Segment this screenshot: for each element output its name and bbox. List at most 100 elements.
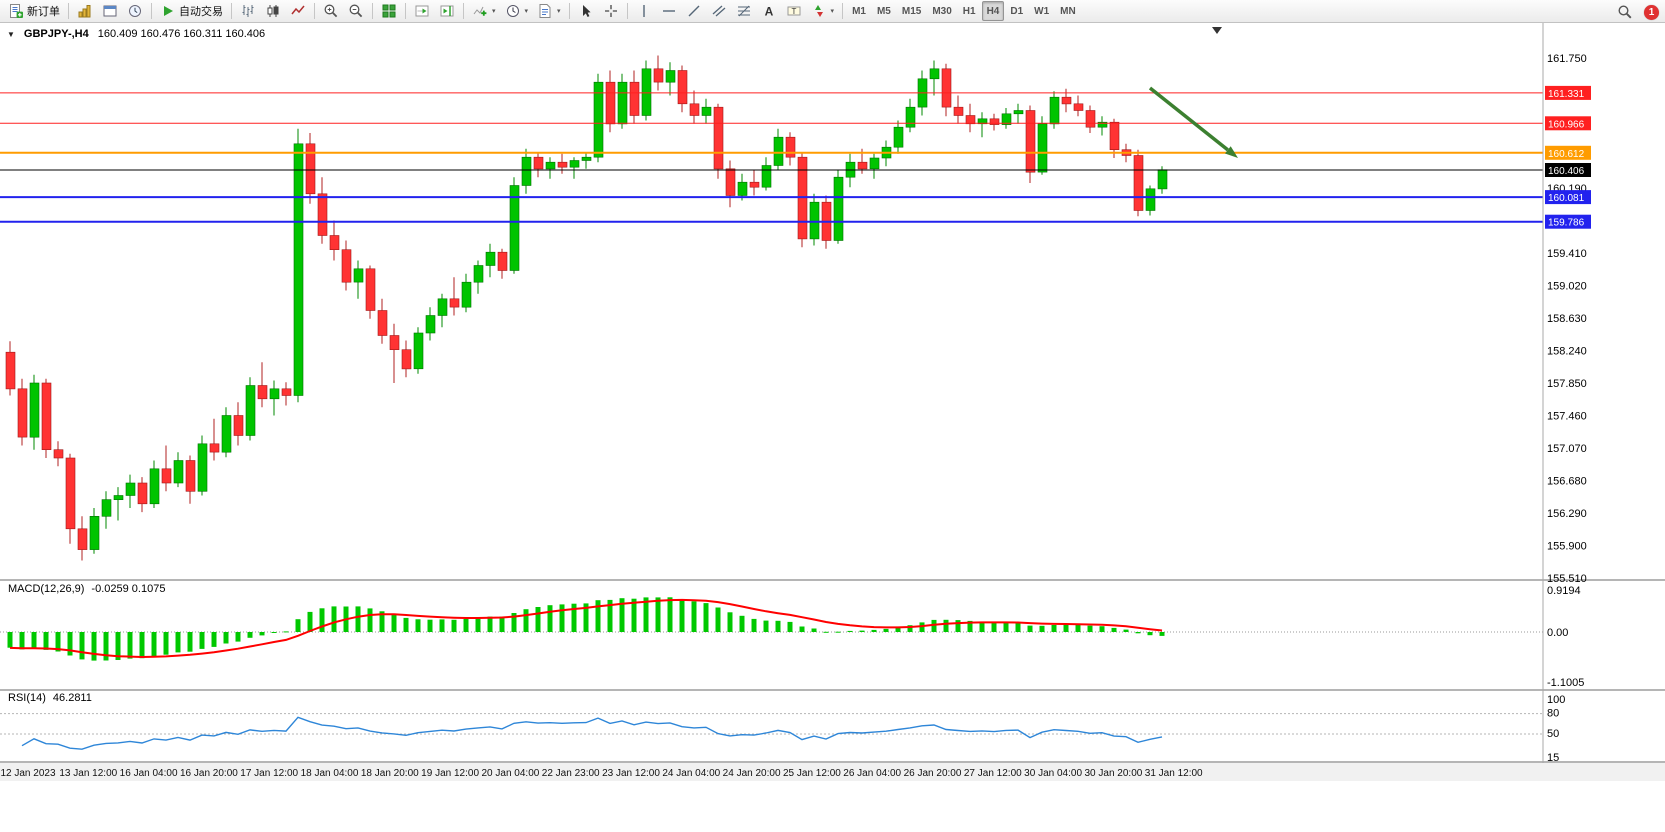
timeframe-h1-button[interactable]: H1 — [962, 5, 976, 17]
auto-scroll-button[interactable] — [410, 1, 434, 21]
price-tag: 159.786 — [1545, 214, 1591, 229]
candle — [317, 177, 328, 244]
text-button[interactable]: A — [757, 1, 781, 21]
candle — [1109, 118, 1120, 158]
profiles-icon — [102, 3, 118, 19]
timeframe-mn-button[interactable]: MN — [1060, 5, 1076, 17]
auto-trading-label: 自动交易 — [179, 6, 223, 18]
candle — [101, 491, 112, 529]
market-watch-button[interactable] — [123, 1, 147, 21]
timeframe-w1-button[interactable]: W1 — [1034, 5, 1050, 17]
templates-button[interactable]: ▾ — [533, 1, 565, 21]
price-tag: 161.331 — [1545, 85, 1591, 100]
level-lines — [0, 92, 1543, 223]
channel-icon — [711, 3, 727, 19]
candles-chart-button[interactable] — [261, 1, 285, 21]
candle — [413, 327, 424, 374]
tile-windows-icon — [381, 3, 397, 19]
candlesticks — [5, 55, 1168, 561]
chart-background — [0, 23, 1665, 832]
crosshair-button[interactable] — [599, 1, 623, 21]
indicators-button[interactable]: ▾ — [468, 1, 500, 21]
candle — [581, 152, 592, 169]
candle — [185, 455, 196, 504]
new-chart-button[interactable] — [73, 1, 97, 21]
candle — [5, 341, 16, 396]
text-label-button[interactable]: T — [782, 1, 806, 21]
new-order-button[interactable]: 新订单 — [4, 1, 64, 21]
tile-windows-button[interactable] — [377, 1, 401, 21]
line-chart-button[interactable] — [286, 1, 310, 21]
rsi-axis-label: 80 — [1547, 708, 1559, 720]
candle — [17, 378, 28, 446]
svg-text:T: T — [791, 7, 796, 16]
time-axis-label: 24 Jan 20:00 — [723, 768, 781, 779]
candle — [245, 377, 256, 441]
timeframe-m5-button[interactable]: M5 — [876, 5, 891, 17]
toolbar-separator — [314, 3, 315, 19]
collapse-panel-icon[interactable]: ▼ — [7, 29, 15, 39]
search-button[interactable] — [1613, 2, 1637, 22]
price-axis-label: 159.020 — [1547, 281, 1587, 293]
candle — [1085, 105, 1096, 133]
timeframe-m1-button[interactable]: M1 — [852, 5, 866, 17]
macd-histogram — [7, 597, 1165, 661]
toolbar-separator — [231, 3, 232, 19]
toolbar-separator — [372, 3, 373, 19]
horizontal-line-icon — [661, 3, 677, 19]
candle — [725, 160, 736, 208]
candle — [473, 260, 484, 294]
zoom-in-button[interactable] — [319, 1, 343, 21]
timeframe-h4-button[interactable]: H4 — [981, 1, 1005, 21]
periods-button[interactable]: ▾ — [501, 1, 533, 21]
candle — [113, 487, 124, 521]
profiles-button[interactable] — [98, 1, 122, 21]
zoom-out-button[interactable] — [344, 1, 368, 21]
bid-price-tag: 160.406 — [1545, 163, 1591, 177]
timeframe-m15-button[interactable]: M15 — [901, 5, 922, 17]
rsi-axis-label: 100 — [1547, 694, 1565, 706]
market-watch-icon — [127, 3, 143, 19]
time-axis-label: 20 Jan 04:00 — [481, 768, 539, 779]
alert-badge[interactable]: 1 — [1644, 4, 1659, 20]
timeframe-m30-button[interactable]: M30 — [932, 5, 952, 17]
vertical-line-icon — [636, 3, 652, 19]
bars-chart-button[interactable] — [236, 1, 260, 21]
price-tag: 160.081 — [1545, 190, 1591, 205]
price-axis-label: 159.410 — [1547, 248, 1587, 260]
panel-separator[interactable] — [0, 689, 1665, 691]
channel-button[interactable] — [707, 1, 731, 21]
chart-shift-marker[interactable] — [1212, 27, 1222, 34]
candle — [377, 298, 388, 344]
panel-separator[interactable] — [0, 579, 1665, 581]
candle — [365, 265, 376, 319]
fibonacci-button[interactable] — [732, 1, 756, 21]
panel-separator[interactable] — [0, 761, 1665, 763]
cursor-button[interactable] — [574, 1, 598, 21]
chart-shift-button[interactable] — [435, 1, 459, 21]
candle — [521, 148, 532, 194]
candle — [629, 70, 640, 124]
chart-area[interactable]: 161.750161.370160.190159.410159.020158.6… — [0, 23, 1665, 832]
toolbar-separator — [405, 3, 406, 19]
template-icon — [537, 3, 553, 19]
timeframe-d1-button[interactable]: D1 — [1010, 5, 1024, 17]
arrows-button[interactable]: ▾ — [807, 1, 839, 21]
zoom-in-icon — [323, 3, 339, 19]
candle — [593, 73, 604, 163]
candle — [77, 516, 88, 561]
horizontal-line-button[interactable] — [657, 1, 681, 21]
vertical-line-button[interactable] — [632, 1, 656, 21]
crosshair-icon — [603, 3, 619, 19]
indicators-icon — [472, 3, 488, 19]
macd-axis-label: 0.9194 — [1547, 585, 1581, 597]
rsi-indicator-label: RSI(14) 46.2811 — [8, 692, 92, 704]
macd-axis-label: 0.00 — [1547, 627, 1568, 639]
candle — [1145, 185, 1156, 216]
trendline-button[interactable] — [682, 1, 706, 21]
auto-trading-button[interactable]: 自动交易 — [156, 1, 227, 21]
trend-arrow-annotation[interactable] — [1148, 86, 1238, 158]
candle — [1001, 108, 1012, 129]
chart-ohlc-values: 160.409 160.476 160.311 160.406 — [97, 28, 266, 40]
candle — [1133, 149, 1144, 217]
